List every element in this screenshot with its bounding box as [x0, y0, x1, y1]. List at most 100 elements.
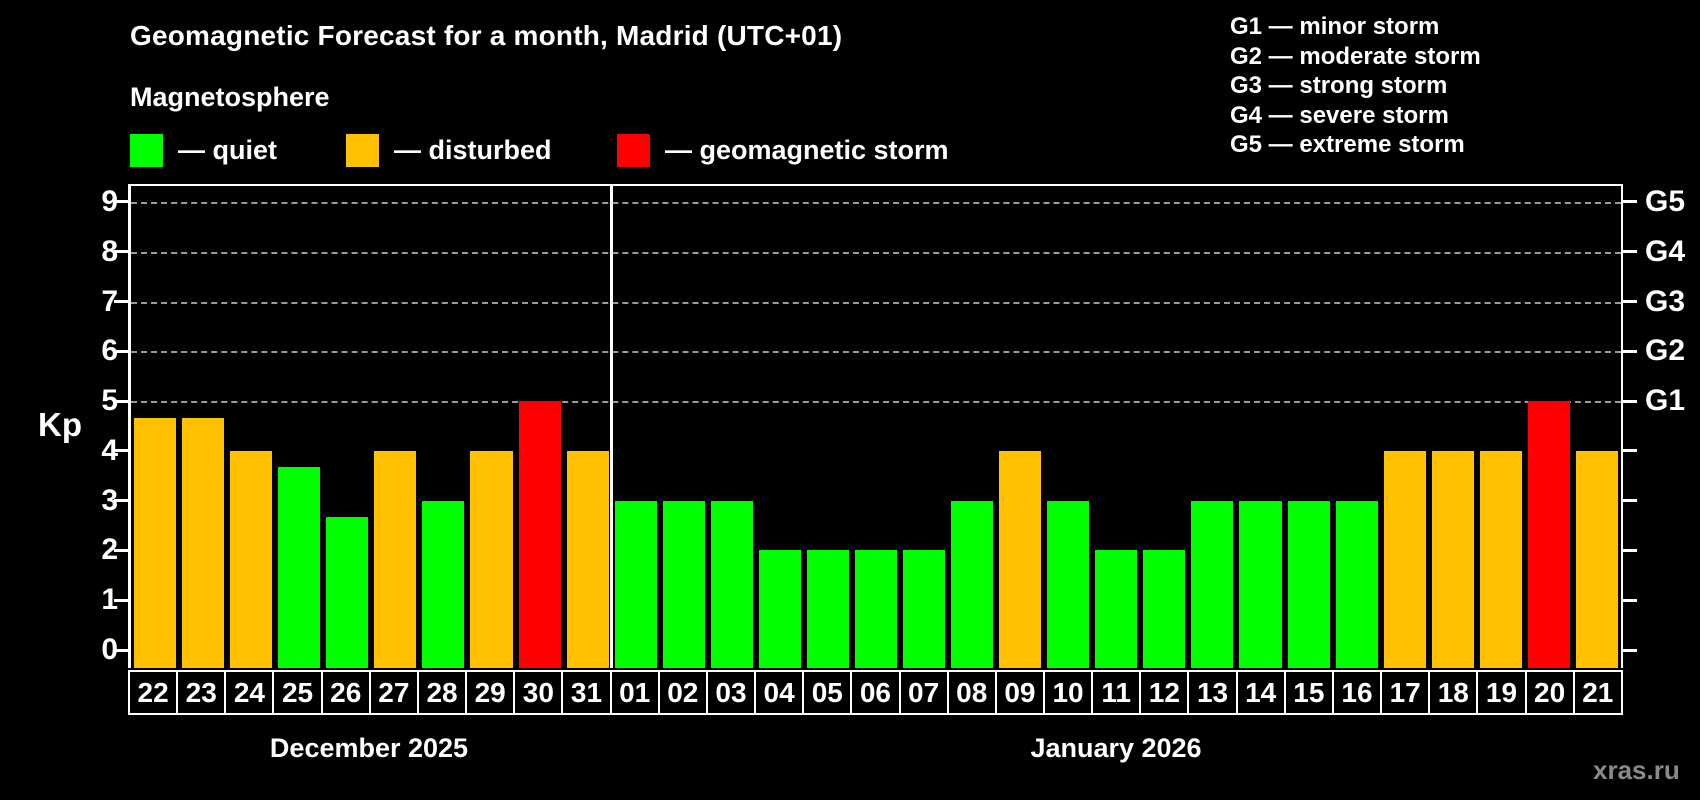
- plot-area: [128, 184, 1623, 668]
- y-tick-right-5: [1623, 399, 1637, 403]
- disturbed-swatch-icon: [346, 133, 379, 167]
- date-cell-21: 21: [1572, 670, 1623, 715]
- date-cell-08: 08: [946, 670, 997, 715]
- legend-item-disturbed: — disturbed: [346, 133, 552, 167]
- g-level-label-G5: G5: [1645, 184, 1686, 218]
- y-tick-left-6: [114, 349, 128, 353]
- gridline-kp5: [131, 401, 1621, 404]
- y-tick-left-0: [114, 648, 128, 652]
- g-legend-line: G2 — moderate storm: [1230, 42, 1481, 70]
- kp-bar-day-08: [951, 500, 994, 668]
- date-cell-30: 30: [513, 670, 564, 715]
- date-cell-19: 19: [1476, 670, 1527, 715]
- month-caption-december: December 2025: [269, 733, 469, 763]
- date-cell-13: 13: [1187, 670, 1238, 715]
- kp-bar-day-10: [1047, 500, 1090, 668]
- y-tick-label-1: 1: [101, 583, 118, 617]
- y-tick-left-1: [114, 598, 128, 602]
- kp-bar-day-17: [1383, 450, 1426, 668]
- kp-bar-day-21: [1575, 450, 1618, 668]
- y-tick-label-0: 0: [101, 633, 118, 666]
- kp-bar-day-06: [854, 550, 898, 668]
- watermark: xras.ru: [1593, 755, 1680, 785]
- g-legend-line: G3 — strong storm: [1230, 72, 1448, 100]
- g-level-label-G4: G4: [1645, 234, 1686, 268]
- date-cell-15: 15: [1283, 670, 1334, 715]
- kp-bar-day-15: [1287, 500, 1330, 668]
- kp-bar-day-16: [1335, 500, 1378, 668]
- legend-item-storm: — geomagnetic storm: [617, 133, 949, 167]
- y-tick-right-7: [1623, 300, 1637, 304]
- date-cell-09: 09: [994, 670, 1045, 715]
- kp-bar-day-11: [1095, 550, 1138, 668]
- kp-bar-day-09: [999, 450, 1042, 668]
- gridline-kp9: [131, 201, 1621, 204]
- x-axis-date-row: 22 23 24 25 26 27 28 29 30 31 01 02 03 04 05 06 07 08 09 10…: [128, 670, 1623, 715]
- kp-bar-day-03: [710, 500, 753, 668]
- date-cell-24: 24: [224, 670, 275, 715]
- kp-bar-day-24: [230, 450, 273, 668]
- kp-bar-day-14: [1239, 500, 1282, 668]
- y-tick-right-6: [1623, 349, 1637, 353]
- kp-bar-day-20: [1527, 401, 1570, 668]
- kp-bar-day-22: [134, 417, 177, 668]
- date-cell-03: 03: [705, 670, 757, 715]
- y-tick-left-2: [114, 548, 128, 552]
- gridline-kp6: [131, 351, 1621, 354]
- kp-bar-day-04: [758, 550, 801, 668]
- kp-bar-day-23: [182, 417, 225, 668]
- page-title: Geomagnetic Forecast for a month, Madrid…: [130, 20, 843, 51]
- date-cell-20: 20: [1524, 670, 1575, 715]
- y-axis-title: Kp: [38, 406, 82, 443]
- y-tick-right-0: [1623, 648, 1637, 652]
- kp-bar-day-27: [374, 450, 417, 668]
- date-cell-27: 27: [368, 670, 419, 715]
- y-tick-right-1: [1623, 598, 1637, 602]
- y-tick-right-9: [1623, 200, 1637, 204]
- legend-label: — geomagnetic storm: [665, 134, 949, 165]
- legend-item-quiet: — quiet: [130, 133, 277, 167]
- quiet-swatch-icon: [130, 133, 163, 167]
- date-cell-16: 16: [1331, 670, 1383, 715]
- kp-bar-day-12: [1143, 550, 1186, 668]
- g-level-label-G1: G1: [1645, 384, 1686, 418]
- kp-bar-day-31: [566, 450, 609, 668]
- y-tick-label-9: 9: [101, 184, 118, 218]
- legend-label: — quiet: [178, 134, 277, 165]
- date-cell-23: 23: [176, 670, 227, 715]
- kp-bar-day-28: [422, 500, 465, 668]
- g-scale-legend: G1 — minor storm G2 — moderate storm G3 …: [1230, 12, 1481, 160]
- kp-bar-day-07: [903, 550, 946, 668]
- date-cell-05: 05: [802, 670, 853, 715]
- date-cell-31: 31: [561, 670, 612, 715]
- legend-label: — disturbed: [394, 134, 552, 165]
- y-tick-left-4: [114, 449, 128, 453]
- g-level-label-G3: G3: [1645, 284, 1686, 318]
- storm-swatch-icon: [617, 133, 650, 167]
- date-cell-11: 11: [1091, 670, 1142, 715]
- kp-bar-day-25: [278, 467, 321, 668]
- date-cell-14: 14: [1235, 670, 1286, 715]
- y-tick-label-3: 3: [101, 483, 118, 517]
- y-tick-label-5: 5: [101, 384, 118, 418]
- y-tick-label-7: 7: [101, 284, 118, 318]
- date-cell-28: 28: [416, 670, 468, 715]
- gridline-kp7: [131, 301, 1621, 304]
- kp-bar-day-02: [662, 500, 705, 668]
- kp-bar-day-26: [326, 517, 369, 668]
- y-tick-label-4: 4: [101, 433, 118, 467]
- kp-bar-day-29: [470, 450, 513, 668]
- date-cell-04: 04: [754, 670, 805, 715]
- kp-bar-day-13: [1191, 500, 1234, 668]
- g-legend-line: G1 — minor storm: [1230, 13, 1440, 40]
- date-cell-26: 26: [320, 670, 371, 715]
- date-cell-07: 07: [898, 670, 949, 715]
- magnetosphere-label: Magnetosphere: [130, 82, 330, 112]
- y-tick-right-4: [1623, 449, 1637, 453]
- y-tick-label-2: 2: [101, 533, 118, 567]
- y-tick-right-3: [1623, 499, 1637, 503]
- date-cell-17: 17: [1380, 670, 1431, 715]
- y-tick-left-9: [114, 200, 128, 204]
- date-cell-06: 06: [850, 670, 901, 715]
